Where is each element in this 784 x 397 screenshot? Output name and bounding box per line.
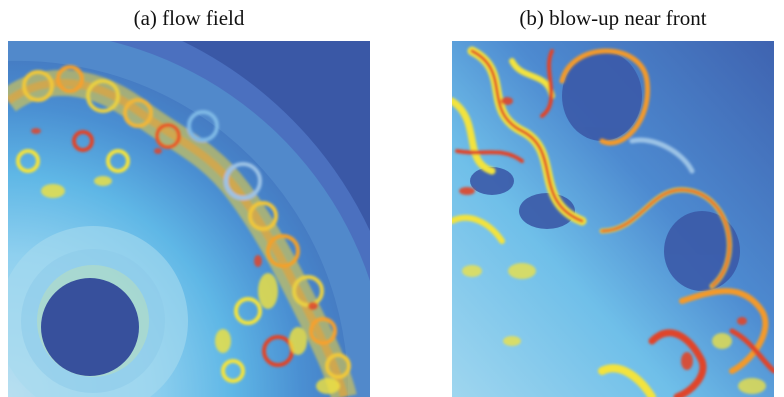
panel-b-blowup-image — [452, 41, 774, 397]
dark-core — [41, 278, 139, 376]
panel-b-caption: (b) blow-up near front — [519, 6, 707, 30]
panel-a-caption: (a) flow field — [133, 6, 245, 30]
turbulent-front-b — [452, 46, 774, 397]
panel-a-flow-field-image — [8, 41, 370, 397]
turbulent-front-a — [8, 65, 357, 397]
blowup-render — [452, 41, 774, 397]
flow-field-render — [8, 41, 370, 397]
